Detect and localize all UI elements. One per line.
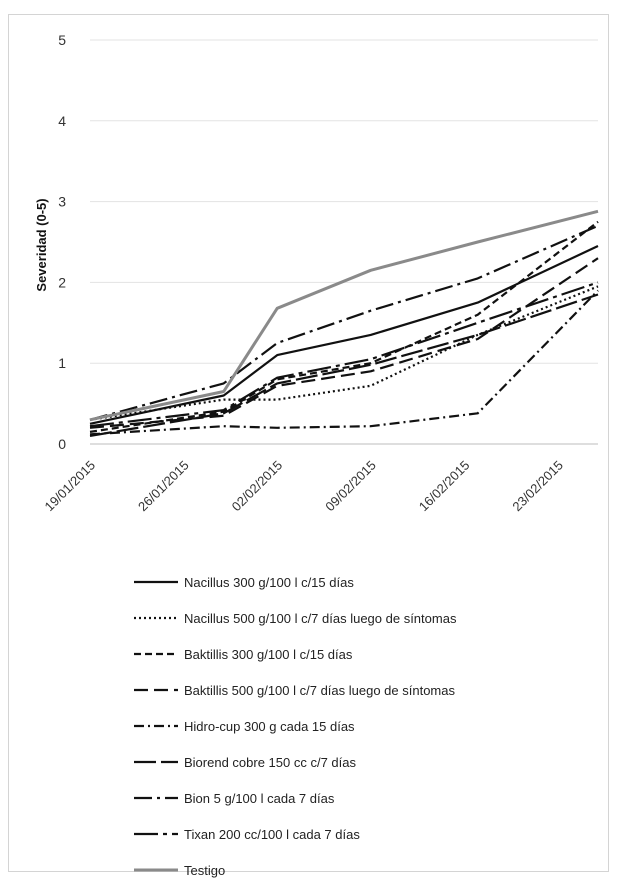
x-axis-ticks: 19/01/2015 26/01/2015 02/02/2015 09/02/2015… xyxy=(41,458,566,515)
y-tick-label: 3 xyxy=(58,194,66,210)
legend-item: Testigo xyxy=(132,852,602,888)
series-line-3 xyxy=(89,220,599,433)
legend-label: Baktillis 300 g/100 l c/15 días xyxy=(184,646,353,662)
legend-item: Baktillis 500 g/100 l c/7 días luego de … xyxy=(132,672,602,708)
legend-label: Tixan 200 cc/100 l cada 7 días xyxy=(184,826,360,842)
legend-label: Hidro-cup 300 g cada 15 días xyxy=(184,718,355,734)
legend-swatch xyxy=(134,724,178,728)
legend-item: Hidro-cup 300 g cada 15 días xyxy=(132,708,602,744)
grid xyxy=(90,39,598,445)
chart-frame xyxy=(8,14,609,872)
x-tick-label: 23/02/2015 xyxy=(509,458,566,515)
legend-swatch xyxy=(134,652,178,656)
legend-label: Biorend cobre 150 cc c/7 días xyxy=(184,754,356,770)
legend-item: Bion 5 g/100 l cada 7 días xyxy=(132,780,602,816)
legend-label: Baktillis 500 g/100 l c/7 días luego de … xyxy=(184,682,455,698)
legend-label: Nacillus 300 g/100 l c/15 días xyxy=(184,574,354,590)
y-tick-label: 0 xyxy=(58,436,66,452)
legend-item: Nacillus 300 g/100 l c/15 días xyxy=(132,564,602,600)
legend-label: Testigo xyxy=(184,862,226,878)
legend-swatch xyxy=(134,832,178,836)
x-tick-label: 26/01/2015 xyxy=(135,458,192,515)
legend-item: Baktillis 300 g/100 l c/15 días xyxy=(132,636,602,672)
series-line-6 xyxy=(89,293,599,437)
series-line-9 xyxy=(89,209,599,422)
series-line-2 xyxy=(89,285,599,421)
series-line-5 xyxy=(89,289,599,436)
legend-label: Nacillus 500 g/100 l c/7 días luego de s… xyxy=(184,610,457,626)
legend-item: Biorend cobre 150 cc c/7 días xyxy=(132,744,602,780)
y-axis-ticks: 0 1 2 3 4 5 xyxy=(58,32,66,452)
legend-item: Nacillus 500 g/100 l c/7 días luego de s… xyxy=(132,600,602,636)
legend-swatch xyxy=(134,616,178,620)
legend-swatch xyxy=(134,796,178,800)
series-line-7 xyxy=(89,224,599,421)
x-tick-label: 16/02/2015 xyxy=(416,458,473,515)
y-tick-label: 1 xyxy=(58,355,66,371)
legend-label: Bion 5 g/100 l cada 7 días xyxy=(184,790,335,806)
y-axis-label: Severidad (0-5) xyxy=(34,198,49,291)
x-tick-label: 09/02/2015 xyxy=(322,458,379,515)
series-line-8 xyxy=(89,281,599,428)
series-lines xyxy=(89,209,599,437)
x-tick-label: 19/01/2015 xyxy=(41,458,98,515)
y-tick-label: 4 xyxy=(58,113,66,129)
legend: Nacillus 300 g/100 l c/15 días Nacillus 5… xyxy=(132,564,602,888)
y-tick-label: 2 xyxy=(58,274,66,290)
legend-swatch xyxy=(134,580,178,584)
series-line-1 xyxy=(89,245,599,425)
legend-item: Tixan 200 cc/100 l cada 7 días xyxy=(132,816,602,852)
y-tick-label: 5 xyxy=(58,32,66,48)
legend-swatch xyxy=(134,688,178,692)
line-chart: 0 1 2 3 4 5 19/01/2015 26/01/2015 02/02/2015 09/… xyxy=(34,32,599,515)
legend-swatch xyxy=(134,868,178,872)
legend-swatch xyxy=(134,760,178,764)
x-tick-label: 02/02/2015 xyxy=(229,458,286,515)
